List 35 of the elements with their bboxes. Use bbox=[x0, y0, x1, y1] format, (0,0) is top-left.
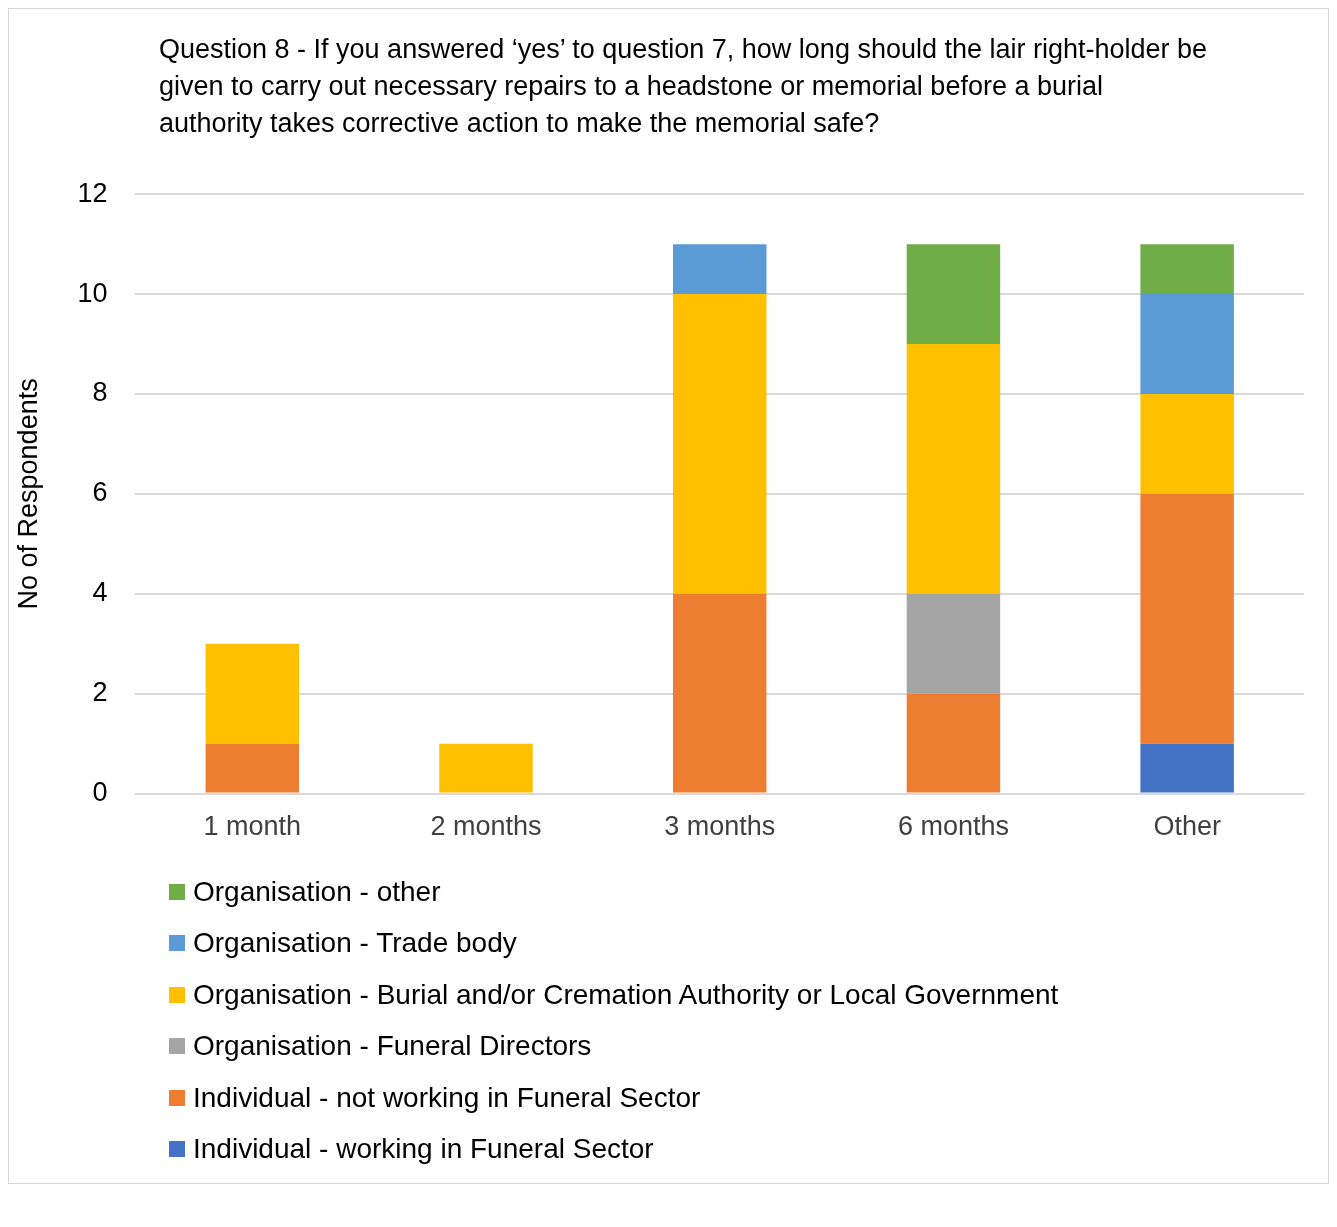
bar bbox=[439, 743, 533, 793]
legend-label: Organisation - Burial and/or Cremation Authority or Local Government bbox=[193, 978, 1059, 1011]
bar bbox=[906, 593, 1001, 694]
bar bbox=[672, 294, 767, 594]
bar bbox=[906, 344, 1001, 594]
y-tick-label: 12 bbox=[77, 177, 108, 208]
y-tick-label: 6 bbox=[92, 477, 108, 508]
chart-title: Question 8 - If you answered ‘yes’ to question 7, how long should the lair right-holder be given to carry out necessary repairs to a headstone or memorial before a burial authority takes corrective action to make the memorial safe? bbox=[158, 33, 1209, 140]
legend-label: Organisation - Funeral Directors bbox=[193, 1030, 592, 1063]
y-tick-label: 0 bbox=[92, 777, 108, 808]
legend-label: Individual - not working in Funeral Sector bbox=[193, 1081, 701, 1114]
bar bbox=[906, 693, 1001, 793]
bar bbox=[1140, 244, 1234, 295]
bar bbox=[672, 593, 767, 793]
bar bbox=[205, 743, 300, 793]
bar bbox=[906, 244, 1001, 345]
x-tick-label: 6 months bbox=[897, 811, 1009, 842]
bar bbox=[205, 643, 300, 744]
legend-label: Organisation - Trade body bbox=[193, 927, 517, 960]
bar bbox=[1140, 493, 1234, 744]
y-tick-label: 4 bbox=[92, 577, 108, 608]
bar bbox=[1140, 743, 1234, 793]
x-tick-label: 1 month bbox=[203, 811, 302, 842]
y-tick-label: 2 bbox=[92, 677, 108, 708]
x-tick-label: 3 months bbox=[664, 811, 776, 842]
y-axis-title: No of Respondents bbox=[12, 378, 43, 610]
y-tick-label: 10 bbox=[77, 277, 108, 308]
bar bbox=[1140, 394, 1234, 494]
bar bbox=[672, 244, 767, 295]
y-tick-label: 8 bbox=[92, 377, 108, 408]
legend-label: Individual - working in Funeral Sector bbox=[193, 1133, 654, 1166]
x-tick-label: Other bbox=[1153, 811, 1221, 842]
x-tick-label: 2 months bbox=[430, 811, 542, 842]
legend-label: Organisation - other bbox=[193, 875, 441, 908]
bar bbox=[1140, 294, 1234, 394]
